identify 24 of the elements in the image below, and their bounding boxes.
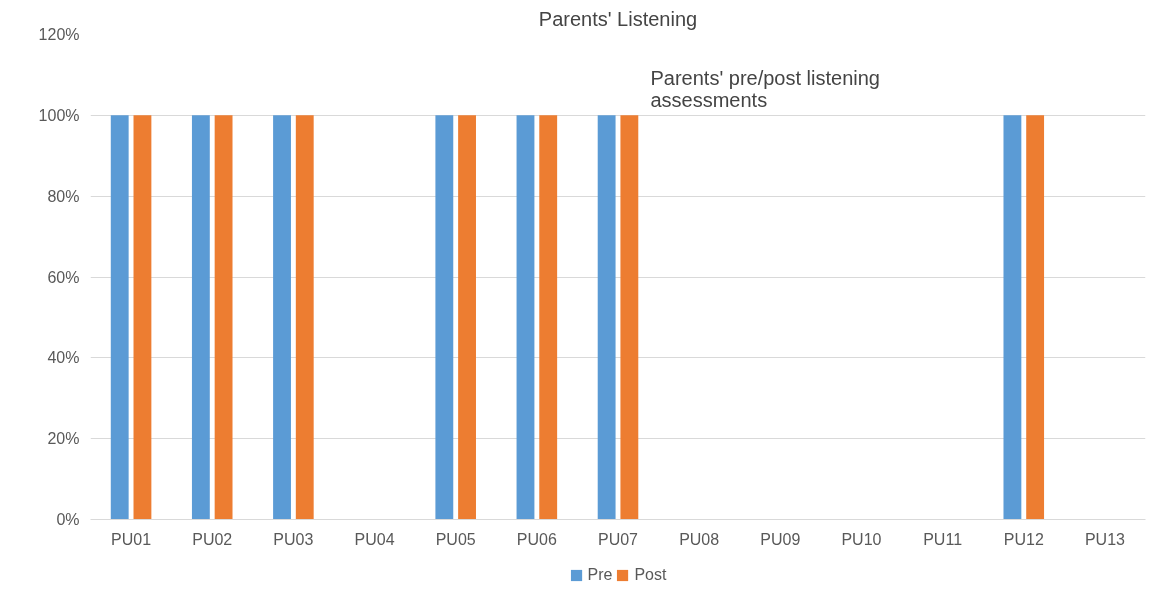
- y-tick-label: 60%: [47, 268, 80, 286]
- y-tick-label: 20%: [47, 430, 80, 448]
- chart-title: Parents' Listening: [538, 7, 698, 30]
- x-tick-label: PU04: [354, 530, 395, 548]
- x-tick-label: PU07: [597, 530, 639, 548]
- x-tick-label: PU01: [111, 530, 152, 548]
- x-tick-label: PU10: [841, 530, 882, 548]
- y-tick-label: 80%: [47, 187, 80, 205]
- y-tick-label: 0%: [56, 511, 80, 528]
- legend-label: Post: [634, 566, 667, 584]
- x-tick-label: PU05: [435, 530, 476, 548]
- x-tick-label: PU12: [1003, 530, 1044, 548]
- x-tick-label: PU06: [516, 530, 557, 548]
- x-tick-label: PU03: [273, 530, 314, 548]
- x-tick-label: PU13: [1084, 530, 1126, 548]
- legend-label: Pre: [587, 566, 613, 584]
- x-tick-label: PU11: [923, 530, 963, 548]
- annotation: Parents' pre/post listening assessments: [650, 66, 880, 111]
- x-tick-label: PU09: [760, 530, 801, 548]
- x-tick-label: PU02: [192, 530, 233, 548]
- y-tick-label: 120%: [38, 26, 80, 43]
- x-tick-label: PU08: [679, 530, 720, 548]
- y-tick-label: 40%: [47, 349, 80, 367]
- y-tick-label: 100%: [38, 106, 80, 124]
